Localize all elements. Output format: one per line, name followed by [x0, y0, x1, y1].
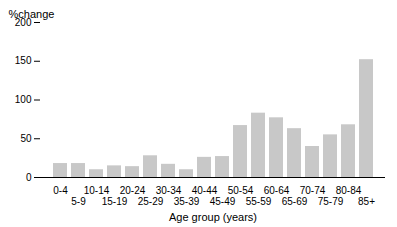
svg-text:10-14: 10-14 — [84, 185, 110, 196]
svg-text:50-54: 50-54 — [228, 185, 254, 196]
svg-text:80-84: 80-84 — [336, 185, 362, 196]
svg-text:15-19: 15-19 — [102, 196, 128, 207]
svg-text:20-24: 20-24 — [120, 185, 146, 196]
svg-text:30-34: 30-34 — [156, 185, 182, 196]
svg-text:60-64: 60-64 — [264, 185, 290, 196]
svg-text:40-44: 40-44 — [192, 185, 218, 196]
svg-text:75-79: 75-79 — [318, 196, 344, 207]
svg-text:150: 150 — [15, 55, 32, 66]
svg-text:%change: %change — [9, 8, 55, 20]
svg-text:45-49: 45-49 — [210, 196, 236, 207]
svg-text:25-29: 25-29 — [138, 196, 164, 207]
svg-text:Age group (years): Age group (years) — [169, 211, 257, 223]
svg-text:5-9: 5-9 — [71, 196, 86, 207]
svg-text:200: 200 — [14, 16, 32, 28]
svg-text:50: 50 — [20, 133, 32, 144]
svg-text:35-39: 35-39 — [174, 196, 200, 207]
svg-text:55-59: 55-59 — [246, 196, 272, 207]
svg-text:65-69: 65-69 — [282, 196, 308, 207]
svg-text:0: 0 — [26, 172, 32, 183]
svg-text:70-74: 70-74 — [300, 185, 326, 196]
svg-text:85+: 85+ — [358, 196, 375, 207]
svg-text:0-4: 0-4 — [53, 185, 68, 196]
svg-text:100: 100 — [15, 94, 32, 105]
